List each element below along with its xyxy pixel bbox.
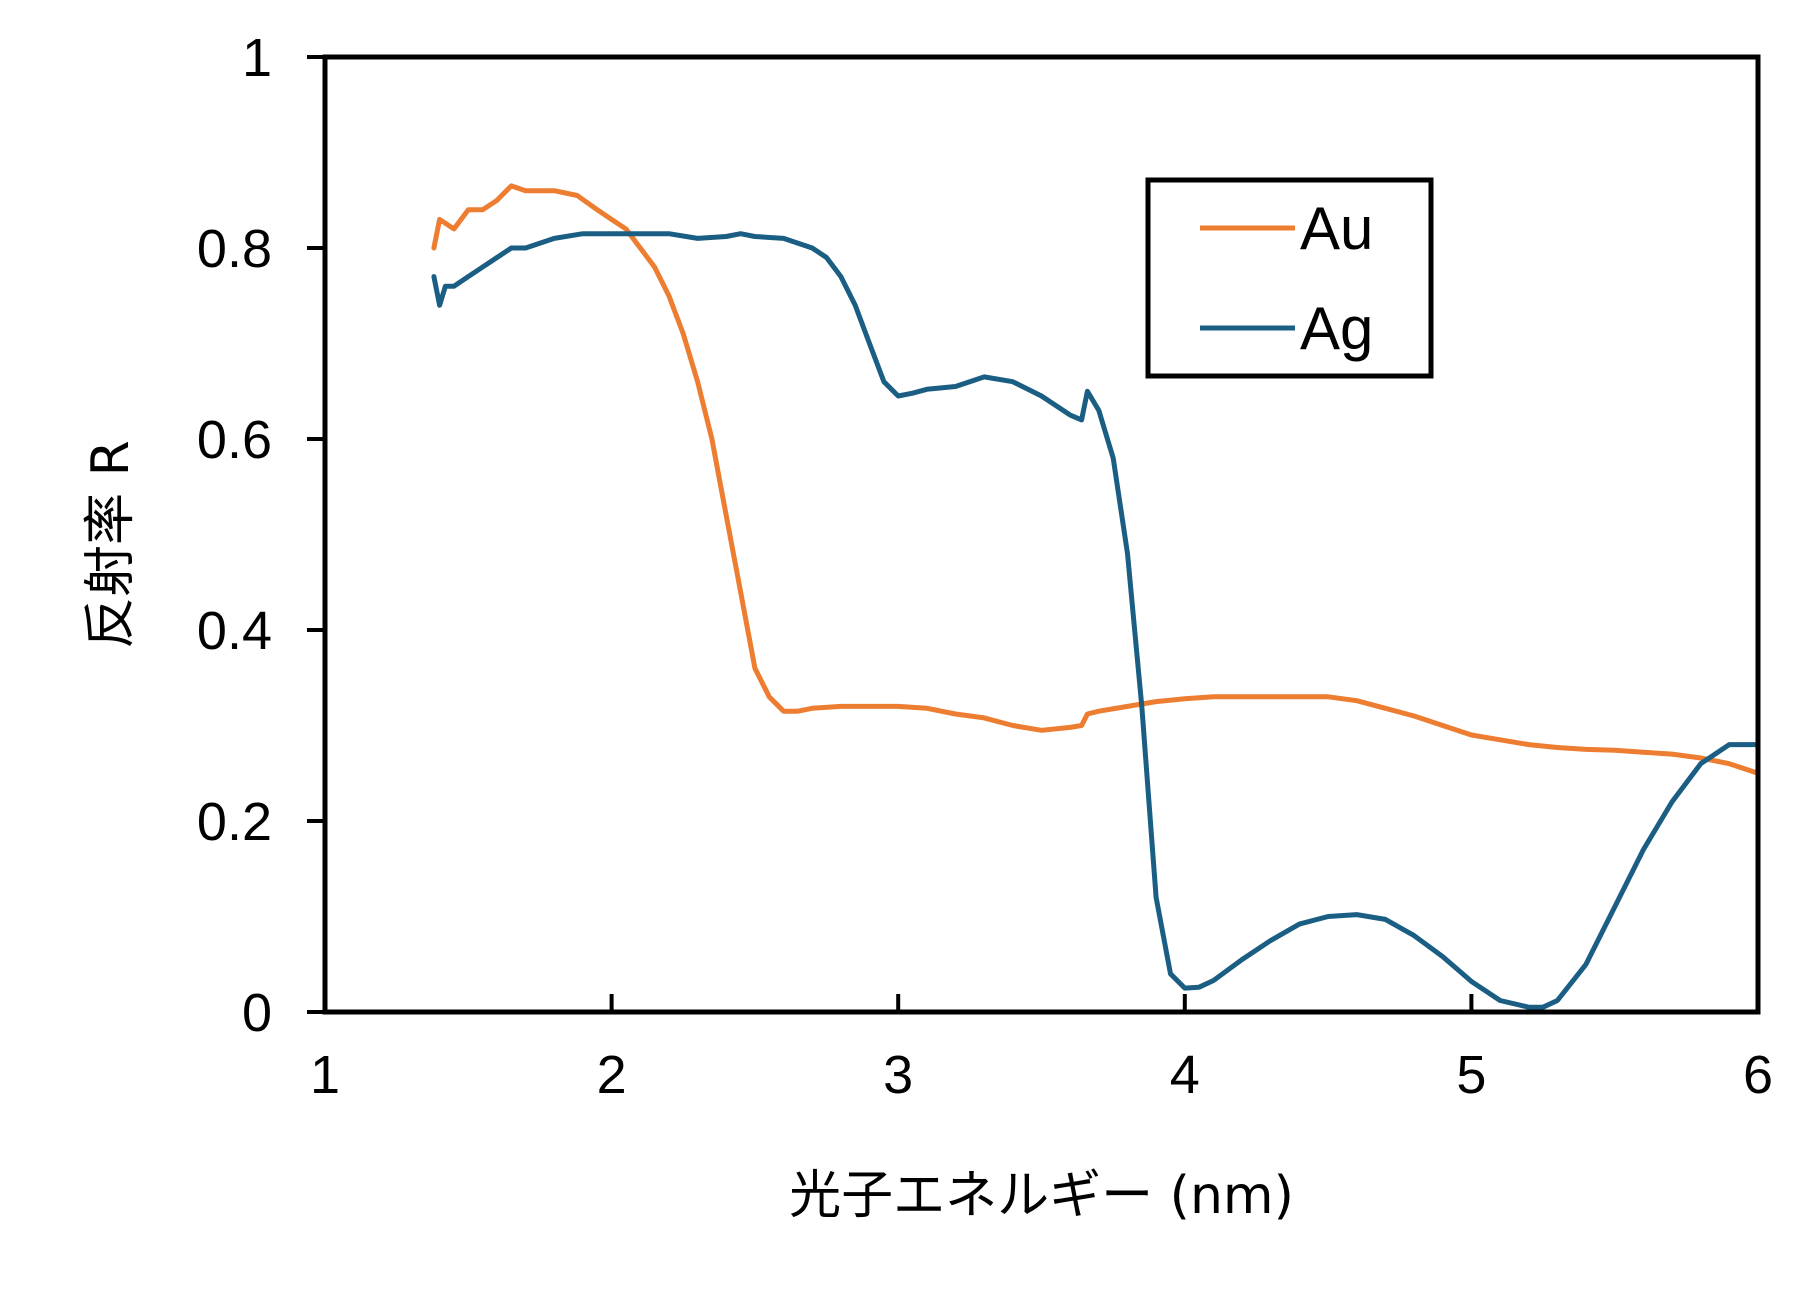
- y-tick-label: 0.8: [197, 219, 272, 279]
- x-tick-label: 3: [883, 1045, 913, 1105]
- series-line-ag: [431, 231, 1761, 1010]
- y-tick-label: 0.4: [197, 601, 272, 661]
- x-tick-label: 1: [310, 1045, 340, 1105]
- legend-box: [1145, 177, 1434, 379]
- y-tick-label: 0: [242, 983, 272, 1043]
- tick-labels: 1 2 3 4 5 6 0 0.2 0.4 0.6 0.8 1: [197, 28, 1773, 1105]
- plot-frame: [322, 54, 1761, 1015]
- series-line-au: [431, 183, 1761, 776]
- x-tick-label: 4: [1170, 1045, 1200, 1105]
- x-tick-label: 5: [1456, 1045, 1486, 1105]
- legend-label-ag: Ag: [1300, 295, 1373, 362]
- y-tick-label: 0.6: [197, 410, 272, 470]
- legend: Au Ag: [1145, 177, 1434, 379]
- y-tick-label: 1: [242, 28, 272, 88]
- x-tick-label: 6: [1743, 1045, 1773, 1105]
- series-layer: [431, 183, 1761, 1010]
- x-axis-title: 光子エネルギー (nm): [789, 1166, 1294, 1226]
- tick-marks: [307, 55, 1760, 1014]
- x-tick-label: 2: [597, 1045, 627, 1105]
- legend-label-au: Au: [1300, 195, 1373, 262]
- y-tick-label: 0.2: [197, 792, 272, 852]
- y-axis-title: 反射率 R: [81, 440, 141, 649]
